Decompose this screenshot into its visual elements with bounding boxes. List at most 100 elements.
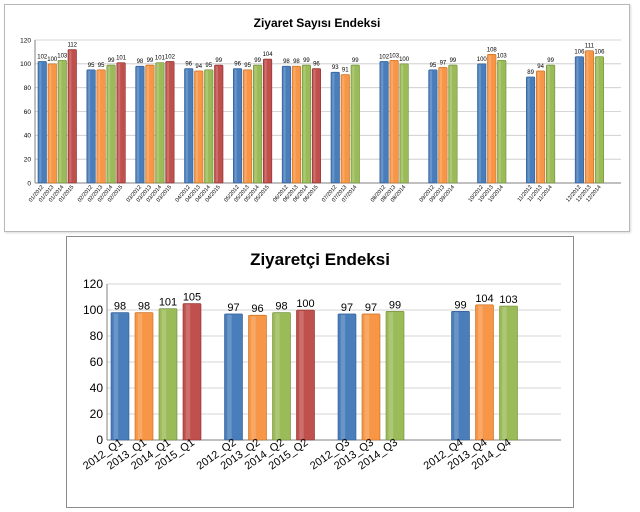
bar-highlight	[244, 70, 247, 182]
bar-highlight	[205, 70, 208, 182]
bar-highlight	[59, 61, 62, 183]
bar-highlight	[118, 63, 121, 183]
y-tick-label: 20	[24, 156, 32, 163]
bar	[134, 312, 154, 441]
bar-highlight	[136, 67, 140, 182]
bar	[158, 308, 178, 441]
bar	[281, 65, 291, 184]
bar	[475, 304, 494, 441]
data-label: 99	[450, 58, 457, 64]
bar	[165, 61, 175, 184]
bar-highlight	[275, 313, 280, 439]
bar	[96, 69, 106, 184]
bar	[361, 313, 381, 441]
bar	[155, 62, 165, 184]
bar-highlight	[454, 312, 459, 439]
bar-highlight	[215, 66, 218, 182]
bar-highlight	[195, 71, 198, 182]
bar-highlight	[391, 61, 394, 183]
bar	[184, 68, 194, 184]
bar-highlight	[381, 62, 384, 183]
bar	[311, 68, 321, 184]
bar	[67, 49, 77, 184]
bar	[37, 61, 47, 184]
bar	[106, 64, 116, 184]
y-tick-label: 40	[90, 381, 104, 395]
chart-title: Ziyaret Sayısı Endeksi	[254, 16, 381, 30]
bar	[399, 63, 409, 184]
bar-highlight	[313, 69, 316, 182]
bar	[487, 53, 497, 184]
y-tick-label: 120	[20, 37, 31, 44]
y-tick-label: 100	[20, 61, 31, 68]
data-label: 106	[594, 50, 605, 56]
bar-highlight	[108, 66, 111, 182]
bar	[145, 64, 155, 184]
bar	[243, 69, 253, 184]
data-label: 99	[389, 299, 401, 311]
data-label: 103	[499, 294, 517, 306]
data-label: 101	[159, 297, 177, 309]
bar-highlight	[352, 66, 355, 182]
bar-highlight	[113, 313, 119, 439]
data-label: 89	[527, 70, 534, 76]
bar-highlight	[478, 64, 481, 182]
bar-highlight	[161, 309, 167, 439]
y-tick-label: 40	[24, 133, 32, 140]
bar-highlight	[185, 69, 188, 182]
bar-highlight	[596, 57, 599, 182]
bar-highlight	[293, 67, 296, 182]
bar-highlight	[586, 51, 589, 182]
data-label: 99	[147, 58, 154, 64]
y-tick-label: 120	[83, 277, 103, 291]
bar	[291, 65, 301, 184]
bar	[340, 74, 350, 184]
data-label: 100	[47, 57, 58, 63]
bar	[57, 59, 67, 184]
bar	[330, 71, 340, 184]
bar-highlight	[299, 311, 304, 439]
bar-highlight	[401, 64, 404, 182]
bar	[428, 69, 438, 184]
data-label: 96	[234, 62, 241, 68]
data-label: 106	[574, 50, 585, 56]
bar-highlight	[303, 66, 306, 182]
bar	[546, 64, 556, 184]
bar-highlight	[388, 312, 394, 439]
bar	[499, 305, 518, 441]
data-label: 99	[108, 58, 115, 64]
bar	[497, 59, 507, 184]
data-label: 95	[244, 63, 251, 69]
y-tick-label: 0	[27, 180, 31, 187]
bar	[301, 64, 311, 184]
bar	[389, 59, 399, 184]
bar-highlight	[254, 66, 257, 182]
visitor-index-plot: Ziyaretçi Endeksi 020406080100120982012_…	[81, 250, 561, 472]
data-label: 99	[352, 58, 359, 64]
bar	[204, 69, 214, 184]
bar-highlight	[98, 70, 101, 182]
bar-highlight	[342, 75, 345, 182]
data-label: 98	[283, 59, 290, 65]
data-label: 99	[215, 58, 222, 64]
bar	[594, 56, 604, 184]
bar-highlight	[146, 66, 150, 182]
data-label: 91	[342, 68, 349, 74]
chart-title: Ziyaretçi Endeksi	[250, 250, 390, 269]
bar	[379, 61, 389, 184]
bar-highlight	[537, 71, 540, 182]
data-label: 98	[275, 301, 287, 313]
data-label: 97	[365, 302, 377, 314]
data-label: 99	[454, 299, 466, 311]
bar-highlight	[576, 57, 579, 182]
data-label: 99	[303, 58, 310, 64]
data-label: 101	[116, 56, 127, 62]
bar-highlight	[283, 67, 286, 182]
bar	[272, 312, 291, 441]
bar	[224, 313, 243, 441]
data-label: 97	[440, 60, 447, 66]
bar-highlight	[227, 314, 232, 439]
bar	[110, 312, 130, 441]
data-label: 98	[114, 301, 126, 313]
bar-highlight	[185, 304, 191, 439]
